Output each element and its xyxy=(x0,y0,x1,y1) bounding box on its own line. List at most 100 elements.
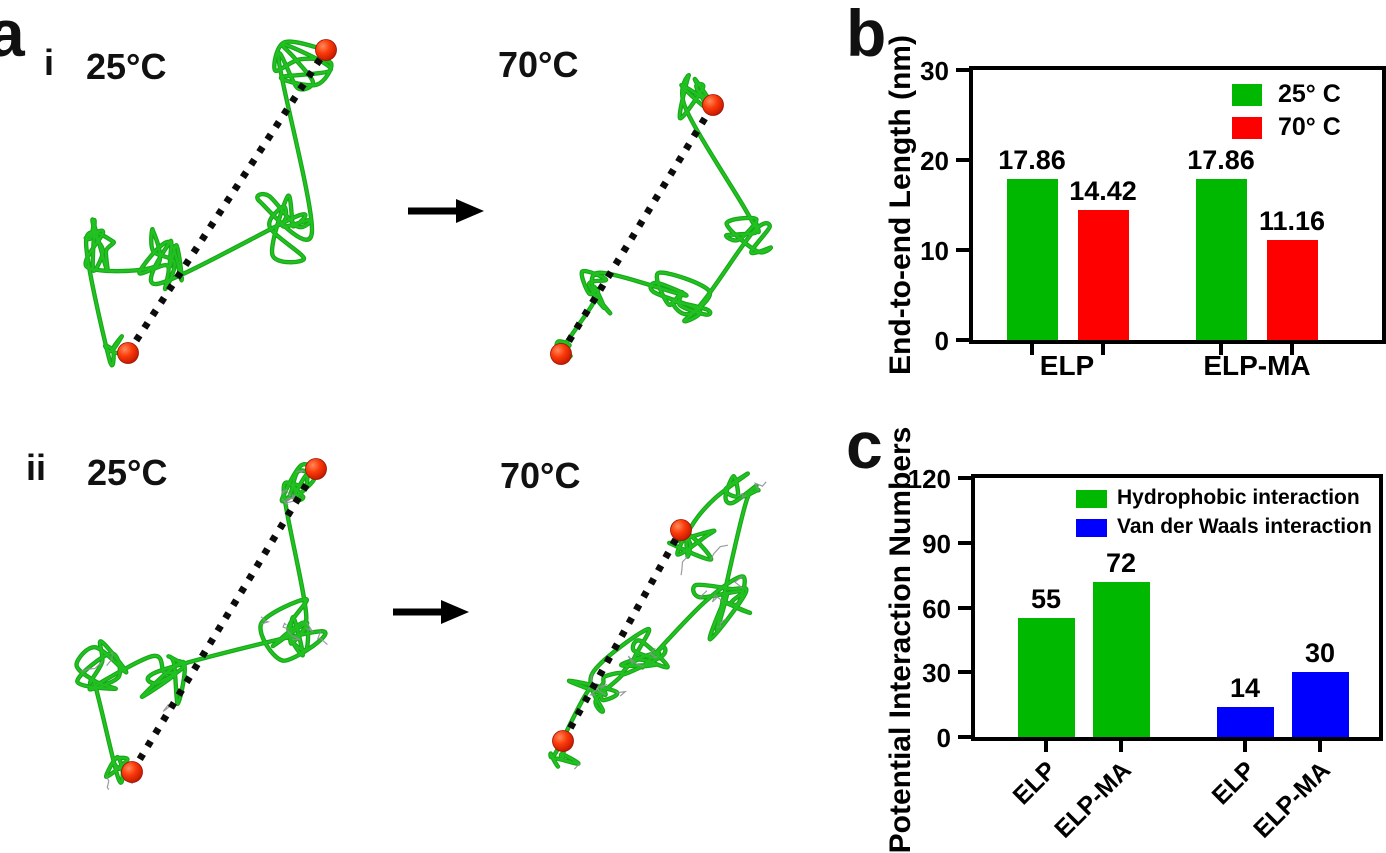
terminal-sphere xyxy=(117,342,139,364)
sidechain-sticks xyxy=(316,631,328,646)
bar-c-1 xyxy=(1092,581,1150,737)
bar-value-label-b-3: 11.16 xyxy=(1258,205,1326,236)
x-tick-c xyxy=(1119,741,1123,752)
arrow-right-icon xyxy=(408,199,484,223)
sidechain-sticks xyxy=(699,590,708,598)
y-tick-b xyxy=(956,158,969,162)
row-ii-label: ii xyxy=(26,447,47,488)
y-tick-c xyxy=(958,540,971,545)
sidechain-sticks xyxy=(680,556,689,576)
ribbon-path xyxy=(549,472,760,768)
terminal-sphere xyxy=(670,519,692,541)
y-axis-title-b: End-to-end Length (nm) xyxy=(884,35,917,375)
panel-a-letter: a xyxy=(0,0,25,70)
sidechain-sticks xyxy=(106,651,113,666)
terminal-sphere xyxy=(305,458,327,480)
sidechain-sticks xyxy=(615,690,628,697)
y-tick-c xyxy=(958,605,971,610)
y-tick-c xyxy=(958,670,971,675)
sidechain-sticks xyxy=(737,492,747,498)
sidechain-sticks xyxy=(627,655,644,668)
sidechain-sticks xyxy=(649,647,659,659)
x-tick-c xyxy=(1044,741,1048,752)
x-tick-b xyxy=(1101,344,1105,355)
sidechain-sticks xyxy=(105,776,110,790)
row-ii-temp-70: 70°C xyxy=(500,455,581,496)
sidechain-sticks xyxy=(286,630,301,641)
terminal-sphere xyxy=(121,761,143,783)
y-tick-label-c: 0 xyxy=(936,723,951,753)
row-i-temp-25: 25°C xyxy=(86,46,167,87)
sidechain-sticks xyxy=(281,498,294,506)
y-tick-label-c: 30 xyxy=(922,658,951,689)
sidechain-sticks xyxy=(282,622,289,630)
bar-b-2 xyxy=(1195,179,1247,340)
y-tick-b xyxy=(956,338,969,342)
x-tick-c xyxy=(1243,741,1247,752)
sidechain-sticks xyxy=(595,683,608,689)
row-i-label: i xyxy=(44,42,55,83)
y-tick-c xyxy=(958,476,971,480)
y-tick-b xyxy=(956,248,969,252)
sidechain-sticks xyxy=(588,688,606,696)
bar-value-label-c-1: 72 xyxy=(1105,547,1137,578)
bar-value-label-c-3: 30 xyxy=(1304,638,1336,669)
end-to-end-dashed-line xyxy=(558,103,716,356)
x-group-label-b-1: ELP-MA xyxy=(1203,350,1311,381)
x-tick-c xyxy=(1318,741,1322,752)
plot-area-b xyxy=(969,66,1386,344)
end-to-end-dashed-line xyxy=(559,528,685,743)
terminal-sphere xyxy=(315,39,337,61)
sidechain-sticks xyxy=(280,488,291,497)
legend-swatch-c-0 xyxy=(1076,490,1107,508)
terminal-sphere xyxy=(550,343,572,365)
sidechain-sticks xyxy=(305,622,314,632)
row-ii-temp-25: 25°C xyxy=(87,452,168,493)
bar-value-label-c-2: 14 xyxy=(1229,672,1261,703)
protein-structure-ii-left xyxy=(74,458,328,790)
x-tick-b xyxy=(1290,344,1294,355)
legend-label-c-1: Van der Waals interaction xyxy=(1117,515,1372,539)
protein-structure-i-right xyxy=(550,73,774,365)
bar-value-label-b-1: 14.42 xyxy=(1069,176,1137,207)
y-tick-label-c: 120 xyxy=(907,464,951,494)
ribbon-path xyxy=(555,74,772,363)
bar-c-3 xyxy=(1291,672,1349,737)
bar-b-3 xyxy=(1266,239,1318,340)
sidechain-sticks xyxy=(733,575,743,589)
bar-c-2 xyxy=(1216,706,1274,737)
molecular-snapshots-panel xyxy=(74,39,774,790)
x-tick-b xyxy=(1030,344,1034,355)
legend-swatch-b-1 xyxy=(1232,117,1262,139)
sidechain-sticks xyxy=(710,544,729,560)
bar-b-1 xyxy=(1077,210,1129,340)
bar-value-label-b-0: 17.86 xyxy=(998,145,1066,176)
legend-swatch-c-1 xyxy=(1076,519,1107,537)
end-to-end-dashed-line xyxy=(125,48,329,355)
sidechain-sticks xyxy=(711,594,723,603)
y-tick-label-c: 60 xyxy=(922,593,951,624)
protein-structure-ii-right xyxy=(548,471,767,770)
y-axis-title-c: Potential Interaction Numbers xyxy=(884,426,917,853)
y-tick-label-c: 90 xyxy=(922,528,951,559)
legend-label-b-0: 25° C xyxy=(1278,80,1341,108)
ribbon-path xyxy=(84,40,333,367)
panel-c-letter: c xyxy=(846,408,883,482)
sidechain-sticks xyxy=(754,481,767,491)
bar-c-0 xyxy=(1017,618,1075,737)
arrow-right-icon xyxy=(393,600,469,624)
terminal-sphere xyxy=(552,730,574,752)
legend-label-c-0: Hydrophobic interaction xyxy=(1117,486,1360,510)
panel-b-letter: b xyxy=(846,0,887,70)
ribbon-path-outer xyxy=(83,39,334,368)
legend-swatch-b-0 xyxy=(1232,84,1262,106)
end-to-end-dashed-line xyxy=(129,467,319,774)
sidechain-sticks xyxy=(296,469,304,473)
x-group-label-b-0: ELP xyxy=(1039,350,1095,381)
y-tick-label-b: 30 xyxy=(920,56,949,86)
y-tick-label-b: 0 xyxy=(934,326,949,356)
row-i-temp-70: 70°C xyxy=(498,44,579,85)
y-tick-label-b: 10 xyxy=(920,236,949,266)
protein-structure-i-left xyxy=(83,39,337,368)
